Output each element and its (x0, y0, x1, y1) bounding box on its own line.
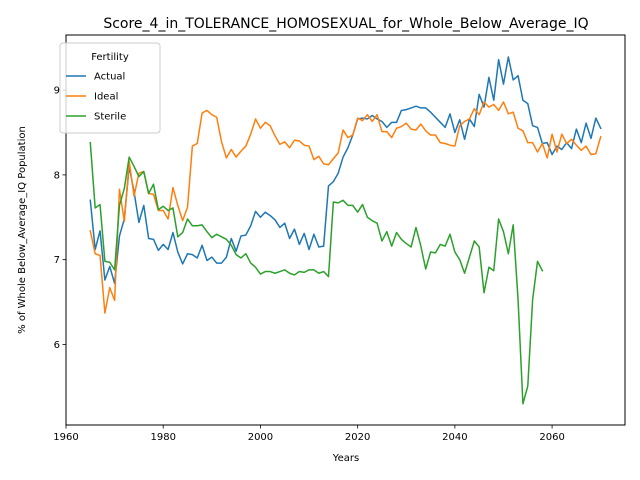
x-tick-label: 2000 (248, 432, 273, 443)
y-tick-label: 8 (54, 170, 60, 181)
x-axis-label: Years (332, 453, 359, 464)
chart-title: Score_4_in_TOLERANCE_HOMOSEXUAL_for_Whol… (103, 16, 588, 32)
series-line-sterile (89, 141, 544, 405)
legend-box (59, 42, 161, 134)
x-tick-label: 2040 (442, 432, 467, 443)
y-axis-label: % of Whole Below_Average_IQ Population (17, 126, 28, 334)
legend: Fertility Actual Ideal Sterile (59, 42, 161, 134)
y-tick-label: 7 (54, 255, 60, 266)
legend-items: Actual Ideal Sterile (66, 72, 126, 123)
legend-label-actual: Actual (94, 72, 125, 83)
x-tick-label: 1980 (150, 432, 175, 443)
x-tick-label: 2060 (539, 432, 564, 443)
series-line-ideal (89, 101, 602, 314)
y-tick-label: 6 (54, 340, 60, 351)
series-layer (89, 56, 602, 405)
y-tick-label: 9 (54, 86, 60, 97)
series-line-actual (89, 56, 602, 285)
plot-frame (65, 34, 626, 426)
x-tick-label: 1960 (53, 432, 78, 443)
legend-label-sterile: Sterile (94, 112, 126, 123)
x-axis: 1960 1980 2000 2020 2040 2060 (53, 425, 565, 443)
legend-label-ideal: Ideal (94, 92, 118, 103)
plot-area (65, 34, 626, 426)
legend-title: Fertility (91, 52, 129, 63)
x-tick-label: 2020 (345, 432, 370, 443)
